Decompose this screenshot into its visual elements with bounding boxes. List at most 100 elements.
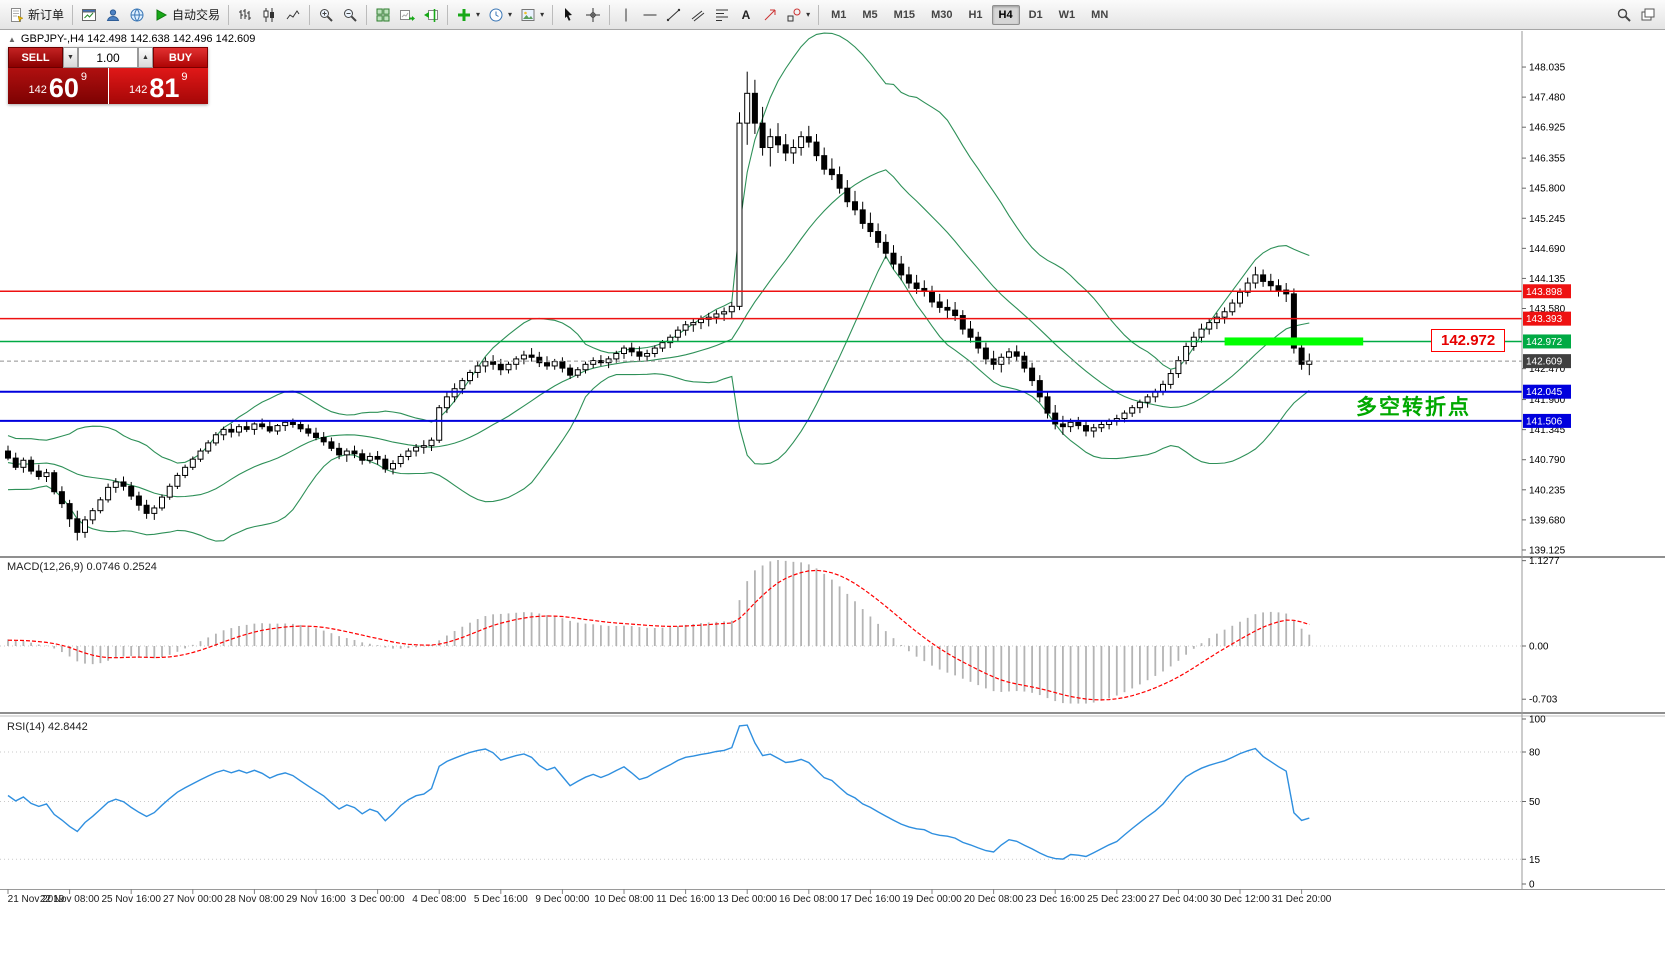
svg-text:22 Nov 08:00: 22 Nov 08:00 [40, 894, 100, 905]
volume-dropdown-button[interactable]: ▼ [63, 47, 78, 68]
timeframe-h1[interactable]: H1 [968, 8, 983, 21]
symbol-header: ▲ GBPJPY-,H4 142.498 142.638 142.496 142… [8, 33, 255, 45]
autotrade-button-label: 自动交易 [172, 8, 221, 22]
svg-text:50: 50 [1529, 797, 1541, 808]
price-scale[interactable] [1522, 30, 1665, 890]
svg-text:100: 100 [1529, 715, 1546, 726]
text-button[interactable]: A [734, 3, 758, 27]
windows-icon [1640, 7, 1656, 23]
channel-icon [690, 7, 706, 23]
zoom-out-button[interactable] [338, 3, 362, 27]
template-icon [520, 7, 536, 23]
timeframe-mn[interactable]: MN [1091, 8, 1109, 21]
cursor-icon [561, 7, 577, 23]
toolbar: 新订单 自动交易 ▾ ▾ ▾ A ▾ M1 M5 M15 M30 H1 H4 D1 W1 MN [0, 0, 1665, 30]
trendline-icon [666, 7, 682, 23]
svg-text:29 Nov 16:00: 29 Nov 16:00 [286, 894, 346, 905]
volume-input[interactable] [79, 48, 137, 67]
search-button[interactable] [1612, 3, 1636, 27]
chart-shift-button[interactable] [419, 3, 443, 27]
timeframe-m15[interactable]: M15 [893, 8, 916, 21]
timeframe-m1[interactable]: M1 [831, 8, 847, 21]
line-chart-button[interactable] [281, 3, 305, 27]
channel-button[interactable] [686, 3, 710, 27]
svg-text:5 Dec 16:00: 5 Dec 16:00 [474, 894, 528, 905]
profiles-button[interactable] [101, 3, 125, 27]
svg-text:145.245: 145.245 [1529, 214, 1566, 225]
timeframe-h4[interactable]: H4 [991, 4, 1020, 25]
price-callout-label[interactable]: 142.972 [1431, 329, 1506, 352]
svg-text:25 Nov 16:00: 25 Nov 16:00 [101, 894, 161, 905]
caret-down-icon: ▼ [67, 54, 74, 61]
caret-down-icon: ▾ [508, 10, 513, 19]
chart-symbol-icon: ▲ [8, 34, 16, 44]
toolbar-separator [609, 4, 611, 25]
arrow-label-button[interactable] [758, 3, 782, 27]
horizontal-line-button[interactable] [638, 3, 662, 27]
svg-text:10 Dec 08:00: 10 Dec 08:00 [594, 894, 654, 905]
svg-text:141.900: 141.900 [1529, 395, 1566, 406]
svg-text:A: A [742, 8, 751, 22]
buy-button[interactable]: BUY [153, 47, 208, 68]
zoom-in-icon [318, 7, 334, 23]
community-button[interactable] [125, 3, 149, 27]
svg-text:143.898: 143.898 [1526, 287, 1563, 298]
windows-button[interactable] [1636, 3, 1660, 27]
new-order-button-label: 新订单 [28, 8, 65, 22]
indicators-button[interactable]: ▾ [452, 3, 484, 27]
svg-text:25 Dec 23:00: 25 Dec 23:00 [1087, 894, 1147, 905]
svg-text:142.045: 142.045 [1526, 387, 1563, 398]
templates-button[interactable]: ▾ [516, 3, 548, 27]
svg-text:13 Dec 00:00: 13 Dec 00:00 [717, 894, 777, 905]
trendline-button[interactable] [662, 3, 686, 27]
toolbar-separator [72, 4, 74, 25]
time-scale[interactable] [0, 889, 1522, 911]
svg-text:-0.703: -0.703 [1529, 695, 1558, 706]
svg-text:17 Dec 16:00: 17 Dec 16:00 [841, 894, 901, 905]
horizontal-line-icon [642, 7, 658, 23]
svg-text:21 Nov 2019: 21 Nov 2019 [8, 894, 65, 905]
auto-scroll-button[interactable] [395, 3, 419, 27]
shapes-button[interactable]: ▾ [782, 3, 814, 27]
vertical-line-icon [618, 7, 634, 23]
svg-text:0.00: 0.00 [1529, 642, 1549, 653]
buy-price-display[interactable]: 142 81 9 [108, 68, 208, 104]
macd-indicator-label: MACD(12,26,9) 0.0746 0.2524 [7, 561, 157, 573]
caret-down-icon: ▾ [540, 10, 545, 19]
timeframe-m30[interactable]: M30 [931, 8, 953, 21]
toolbar-separator [366, 4, 368, 25]
timeframe-d1[interactable]: D1 [1028, 8, 1043, 21]
chart-window-button[interactable] [77, 3, 101, 27]
cursor-button[interactable] [557, 3, 581, 27]
sell-price-display[interactable]: 142 60 9 [8, 68, 108, 104]
volume-stepper-button[interactable]: ▲ [138, 47, 153, 68]
vertical-line-button[interactable] [614, 3, 638, 27]
svg-text:139.680: 139.680 [1529, 515, 1566, 526]
caret-down-icon: ▾ [806, 10, 811, 19]
zoom-in-button[interactable] [314, 3, 338, 27]
toolbar-separator [552, 4, 554, 25]
new-order-icon [9, 7, 25, 23]
svg-text:142.470: 142.470 [1529, 364, 1566, 375]
new-order-button[interactable]: 新订单 [5, 3, 68, 27]
sell-button[interactable]: SELL [8, 47, 63, 68]
autotrade-button[interactable]: 自动交易 [149, 3, 224, 27]
bar-chart-icon [237, 7, 253, 23]
turning-point-annotation: 多空转折点 [1356, 396, 1471, 419]
profile-icon [105, 7, 121, 23]
crosshair-button[interactable] [581, 3, 605, 27]
timeframe-m5[interactable]: M5 [862, 8, 878, 21]
svg-text:144.135: 144.135 [1529, 274, 1566, 285]
timeframe-w1[interactable]: W1 [1058, 8, 1076, 21]
candlestick-chart-button[interactable] [257, 3, 281, 27]
svg-text:1.1277: 1.1277 [1529, 556, 1560, 567]
tile-windows-button[interactable] [371, 3, 395, 27]
buy-price-big: 81 [149, 73, 180, 104]
bar-chart-button[interactable] [233, 3, 257, 27]
sell-price-big: 60 [48, 73, 79, 104]
svg-text:27 Dec 04:00: 27 Dec 04:00 [1149, 894, 1209, 905]
fibonacci-button[interactable] [710, 3, 734, 27]
periods-button[interactable]: ▾ [484, 3, 516, 27]
caret-up-icon: ▲ [142, 54, 149, 61]
